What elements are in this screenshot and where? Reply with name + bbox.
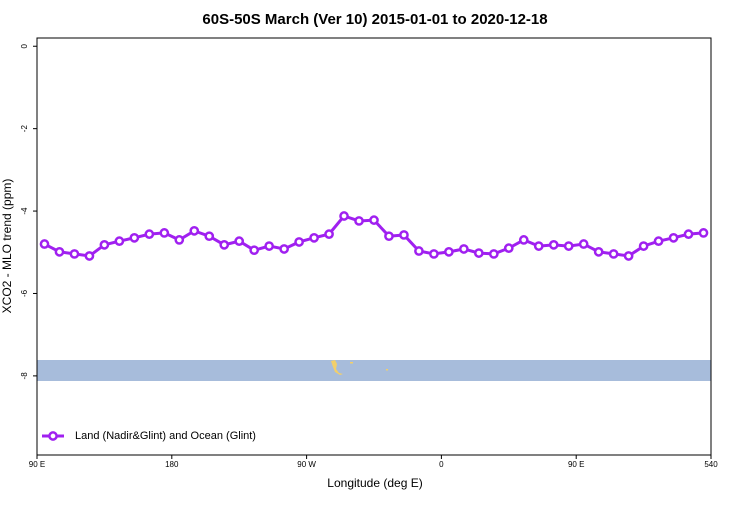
data-point — [518, 235, 529, 245]
data-point — [279, 244, 289, 254]
data-point — [369, 215, 379, 225]
data-point — [533, 241, 544, 251]
data-point — [54, 247, 65, 257]
data-point — [429, 249, 439, 259]
map-band — [37, 360, 711, 381]
data-point — [234, 236, 245, 246]
data-point — [698, 228, 709, 238]
data-point — [473, 248, 484, 258]
y-axis-label: XCO2 - MLO trend (ppm) — [0, 179, 14, 314]
data-point — [129, 232, 140, 243]
data-point — [683, 229, 694, 239]
data-point — [99, 240, 110, 250]
y-tick-label: -2 — [20, 125, 29, 133]
data-point — [294, 237, 304, 247]
legend-label: Land (Nadir&Glint) and Ocean (Glint) — [75, 430, 256, 442]
data-point — [459, 244, 469, 254]
data-point — [653, 236, 664, 246]
data-point — [204, 231, 215, 242]
y-tick-label: -4 — [20, 207, 29, 215]
data-point — [189, 225, 200, 236]
data-point — [69, 249, 80, 259]
x-tick-label: 0 — [439, 460, 444, 469]
data-point — [638, 241, 649, 251]
x-axis-label: Longitude (deg E) — [327, 476, 422, 490]
data-point — [503, 243, 514, 253]
data-point — [414, 246, 424, 256]
data-point — [114, 236, 125, 246]
data-point — [548, 240, 559, 250]
data-point — [324, 229, 334, 239]
chart-title: 60S-50S March (Ver 10) 2015-01-01 to 202… — [202, 11, 547, 28]
x-tick-label: 180 — [165, 460, 179, 469]
data-point — [39, 239, 50, 249]
x-tick-label: 540 — [704, 460, 718, 469]
x-tick-label: 90 W — [297, 460, 316, 469]
data-point — [488, 249, 499, 259]
data-point — [264, 241, 275, 251]
data-point — [354, 216, 364, 226]
data-point — [84, 251, 95, 261]
y-tick-label: 0 — [20, 43, 29, 48]
data-point — [578, 239, 589, 249]
data-point — [563, 241, 574, 251]
x-tick-label: 90 E — [568, 460, 584, 469]
plot-frame — [36, 37, 712, 456]
data-point — [399, 230, 409, 240]
data-point — [219, 240, 230, 250]
data-point — [144, 229, 155, 239]
data-point — [444, 247, 454, 257]
y-tick-label: -8 — [20, 372, 29, 380]
data-point — [623, 251, 634, 261]
data-point — [668, 232, 679, 243]
map-land — [386, 369, 388, 371]
data-point — [174, 235, 185, 245]
map-land — [350, 362, 353, 364]
data-point — [384, 231, 394, 242]
data-point — [608, 249, 619, 259]
data-point — [593, 247, 604, 257]
x-tick-label: 90 E — [29, 460, 45, 469]
y-tick-label: -6 — [20, 289, 29, 297]
data-point — [309, 232, 319, 243]
data-point — [339, 211, 349, 221]
data-point — [249, 245, 260, 256]
data-point — [159, 228, 170, 238]
map-land — [331, 360, 343, 375]
legend-marker — [48, 431, 58, 441]
